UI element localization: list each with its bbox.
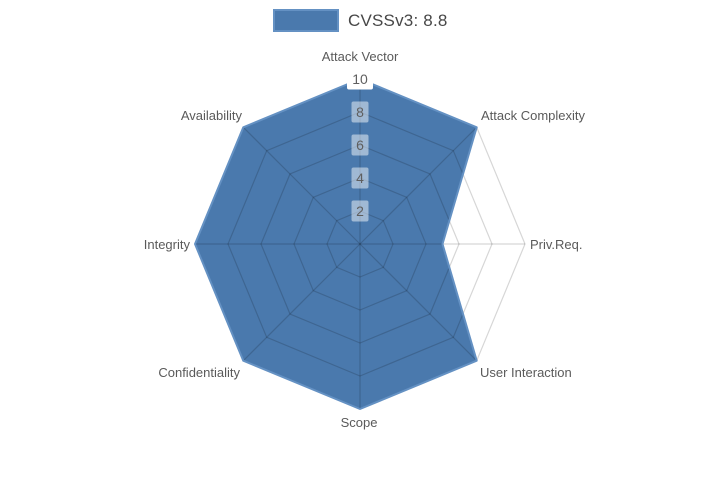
legend-swatch-icon <box>273 9 339 32</box>
grid-ring <box>227 111 493 377</box>
axis-spoke <box>242 126 361 245</box>
data-polygon-fill <box>195 79 477 409</box>
axis-label-scope: Scope <box>341 415 378 430</box>
data-polygon-outline <box>194 78 478 410</box>
legend[interactable]: CVSSv3: 8.8 <box>273 9 448 32</box>
grid-ring <box>293 177 427 311</box>
tick-label-box <box>351 167 369 189</box>
axis-label-user-interaction: User Interaction <box>480 365 572 380</box>
axis-spoke <box>359 243 478 362</box>
legend-label: CVSSv3: 8.8 <box>348 10 448 30</box>
axis-label-confidentiality: Confidentiality <box>158 365 240 380</box>
tick-label-box <box>351 101 369 123</box>
axis-label-attack-vector: Attack Vector <box>322 49 399 64</box>
axis-label-integrity: Integrity <box>144 237 191 252</box>
axis-label-priv-req: Priv.Req. <box>530 237 583 252</box>
grid-ring <box>260 144 460 344</box>
axis-label-attack-complexity: Attack Complexity <box>481 108 586 123</box>
tick-label-box <box>347 68 373 90</box>
tick-label: 2 <box>356 203 364 219</box>
axis-spoke <box>242 243 361 362</box>
tick-label-box <box>351 200 369 222</box>
tick-label: 6 <box>356 137 364 153</box>
axis-label-availability: Availability <box>181 108 243 123</box>
tick-label: 10 <box>352 71 368 87</box>
tick-label: 8 <box>356 104 364 120</box>
grid-ring <box>326 210 394 278</box>
axis-spoke <box>359 126 478 245</box>
tick-label-box <box>351 134 369 156</box>
tick-label: 4 <box>356 170 364 186</box>
